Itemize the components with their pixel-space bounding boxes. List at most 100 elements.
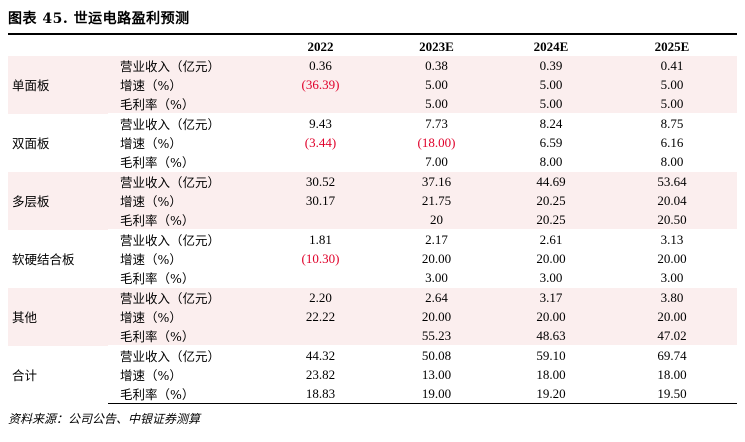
value-cell: 30.52	[263, 171, 378, 191]
header-row: 2022 2023E 2024E 2025E	[8, 37, 737, 56]
metric-label: 营业收入（亿元）	[120, 349, 221, 364]
value-cell: 8.24	[539, 115, 563, 131]
table-row: 毛利率（%） 3.00 3.00 3.00	[8, 268, 737, 288]
metric-label: 增速（%）	[108, 307, 263, 326]
value-cell: 2.17	[425, 231, 448, 247]
value-cell: (3.44)	[304, 134, 337, 150]
value-cell: 20.00	[607, 307, 737, 326]
value-cell	[263, 268, 378, 288]
metric-label: 增速（%）	[108, 191, 263, 210]
value-cell: (36.39)	[263, 75, 378, 94]
value-cell: 18.00	[536, 366, 566, 382]
metric-label: 营业收入（亿元）	[120, 117, 221, 132]
metric-label: 毛利率（%）	[108, 268, 263, 288]
value-cell: 23.82	[305, 366, 336, 382]
metric-label: 毛利率（%）	[108, 210, 263, 230]
table-row: 毛利率（%） 7.00 8.00 8.00	[8, 152, 737, 172]
value-cell: 20.00	[657, 250, 687, 266]
metric-label: 增速（%）	[120, 136, 182, 151]
value-cell: 19.50	[607, 384, 737, 404]
value-cell: 20.50	[607, 210, 737, 230]
value-cell: 20.25	[495, 210, 607, 230]
value-cell: 59.10	[536, 347, 566, 363]
metric-label: 增速（%）	[120, 252, 182, 267]
table-row: 多层板 营业收入（亿元） 30.52 37.16 44.69 53.64	[8, 171, 737, 230]
value-cell: 0.36	[263, 56, 378, 75]
value-cell: 53.64	[607, 171, 737, 191]
metric-label: 毛利率（%）	[108, 152, 263, 172]
metric-label: 营业收入（亿元）	[108, 56, 263, 75]
value-cell: 47.02	[607, 326, 737, 346]
value-cell: 7.00	[378, 152, 495, 172]
table-row: 增速（%） (3.44) (18.00) 6.59 6.16	[8, 133, 737, 152]
header-year: 2022	[307, 38, 334, 54]
header-metric	[108, 37, 263, 56]
metric-label: 营业收入（亿元）	[108, 287, 263, 307]
value-cell: 69.74	[657, 347, 687, 363]
value-cell: 20.00	[495, 307, 607, 326]
table-row: 其他 营业收入（亿元） 2.20 2.64 3.17 3.80	[8, 287, 737, 346]
metric-label: 营业收入（亿元）	[108, 171, 263, 191]
value-cell: 21.75	[378, 191, 495, 210]
value-cell: 2.64	[378, 287, 495, 307]
value-cell: 5.00	[495, 75, 607, 94]
value-cell: 44.32	[305, 347, 336, 363]
value-cell: 5.00	[378, 94, 495, 114]
value-cell: 13.00	[421, 366, 452, 382]
header-segment	[8, 37, 108, 56]
source-footnote: 资料来源：公司公告、中银证券测算	[8, 412, 201, 426]
value-cell: 3.80	[607, 287, 737, 307]
header-year: 2023E	[419, 38, 454, 54]
value-cell: 20.00	[421, 250, 452, 266]
value-cell: 0.41	[607, 56, 737, 75]
table-row: 增速（%） 22.22 20.00 20.00 20.00	[8, 307, 737, 326]
segment-label: 软硬结合板	[12, 252, 75, 267]
value-cell: 6.16	[660, 134, 684, 150]
value-cell	[263, 94, 378, 114]
table-row: 双面板 营业收入（亿元） 9.43 7.73 8.24 8.75	[8, 114, 737, 152]
value-cell: 6.59	[539, 134, 563, 150]
value-cell: 3.00	[495, 268, 607, 288]
value-cell: 18.83	[263, 384, 378, 404]
value-cell: 3.00	[378, 268, 495, 288]
header-year: 2025E	[654, 38, 690, 54]
table-row: 毛利率（%） 18.83 19.00 19.20 19.50	[8, 384, 737, 404]
forecast-table: 2022 2023E 2024E 2025E 单面板 营业收入（亿元） 0.36 0.…	[8, 37, 737, 404]
table-row: 软硬结合板 营业收入（亿元） 1.81 2.17 2.61 3.13	[8, 230, 737, 268]
value-cell: 20.25	[495, 191, 607, 210]
segment-label: 合计	[12, 368, 38, 383]
value-cell: 7.73	[425, 115, 448, 131]
value-cell: 8.00	[607, 152, 737, 172]
value-cell: 3.00	[607, 268, 737, 288]
table-row: 单面板 营业收入（亿元） 0.36 0.38 0.39 0.41	[8, 56, 737, 114]
value-cell: 8.75	[660, 115, 684, 131]
value-cell: 3.17	[495, 287, 607, 307]
table-row: 增速（%） (10.30) 20.00 20.00 20.00	[8, 249, 737, 268]
value-cell: 5.00	[607, 75, 737, 94]
value-cell: 50.08	[421, 347, 452, 363]
value-cell: 5.00	[378, 75, 495, 94]
value-cell: 20	[378, 210, 495, 230]
figure-title: 图表 45. 世运电路盈利预测	[8, 11, 190, 27]
value-cell: 9.43	[309, 115, 332, 131]
table-row: 毛利率（%） 20 20.25 20.50	[8, 210, 737, 230]
metric-label: 营业收入（亿元）	[120, 233, 221, 248]
table-row: 毛利率（%） 5.00 5.00 5.00	[8, 94, 737, 114]
value-cell: 18.00	[657, 366, 687, 382]
table-row: 增速（%） (36.39) 5.00 5.00 5.00	[8, 75, 737, 94]
value-cell	[263, 210, 378, 230]
value-cell: 20.04	[607, 191, 737, 210]
table-row: 合计 营业收入（亿元） 44.32 50.08 59.10 69.74	[8, 346, 737, 384]
value-cell: 5.00	[495, 94, 607, 114]
value-cell: 37.16	[378, 171, 495, 191]
value-cell: (18.00)	[417, 134, 456, 150]
value-cell: 0.38	[378, 56, 495, 75]
table-body: 单面板 营业收入（亿元） 0.36 0.38 0.39 0.41 增速（%） (36.39) 5…	[8, 56, 737, 404]
value-cell: 19.00	[378, 384, 495, 404]
value-cell: 44.69	[495, 171, 607, 191]
metric-label: 增速（%）	[108, 75, 263, 94]
value-cell: 8.00	[495, 152, 607, 172]
value-cell: 20.00	[536, 250, 566, 266]
table-row: 增速（%） 23.82 13.00 18.00 18.00	[8, 365, 737, 384]
value-cell: 20.00	[378, 307, 495, 326]
